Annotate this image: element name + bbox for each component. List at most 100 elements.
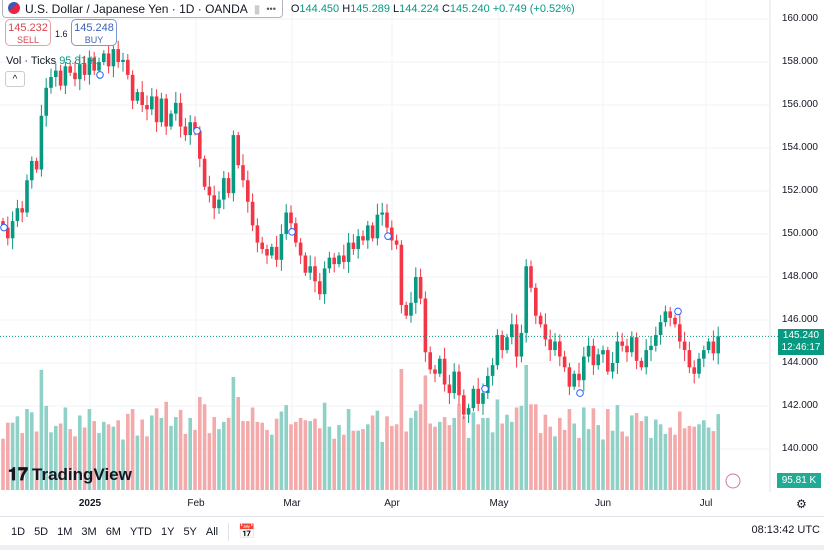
candle[interactable]	[6, 227, 10, 239]
candle[interactable]	[610, 363, 615, 372]
candle[interactable]	[390, 227, 394, 241]
candle[interactable]	[332, 257, 336, 265]
candle[interactable]	[692, 367, 696, 374]
candle[interactable]	[510, 324, 514, 338]
candle[interactable]	[30, 160, 34, 181]
candle[interactable]	[145, 105, 149, 110]
candle[interactable]	[615, 341, 620, 364]
candle[interactable]	[20, 208, 24, 213]
candle[interactable]	[654, 335, 658, 346]
tradingview-logo[interactable]: 𝟏𝟕 TradingView	[8, 464, 132, 484]
candle[interactable]	[82, 64, 87, 75]
candle[interactable]	[164, 98, 168, 127]
candle[interactable]	[687, 350, 692, 368]
candle[interactable]	[246, 180, 250, 202]
candle[interactable]	[92, 57, 96, 71]
candle[interactable]	[318, 281, 322, 295]
candle[interactable]	[418, 277, 423, 299]
event-marker[interactable]	[288, 228, 296, 236]
candle[interactable]	[716, 336, 720, 354]
range-5y[interactable]: 5Y	[183, 525, 197, 538]
candle[interactable]	[10, 221, 15, 239]
candle[interactable]	[193, 122, 197, 131]
candle[interactable]	[433, 369, 437, 374]
candle[interactable]	[212, 195, 216, 209]
candle[interactable]	[188, 122, 192, 136]
candle[interactable]	[270, 246, 274, 256]
candle[interactable]	[625, 345, 629, 353]
symbol-header[interactable]: U.S. Dollar / Japanese Yen · 1D · OANDA …	[2, 0, 283, 18]
candle[interactable]	[87, 57, 92, 75]
candle[interactable]	[596, 354, 600, 366]
range-1m[interactable]: 1M	[57, 525, 73, 538]
candle[interactable]	[222, 178, 226, 200]
candle[interactable]	[366, 225, 370, 241]
candle[interactable]	[126, 59, 130, 75]
candle[interactable]	[481, 393, 485, 404]
candle[interactable]	[73, 72, 77, 80]
candle[interactable]	[174, 102, 178, 114]
candle[interactable]	[159, 98, 164, 123]
candle[interactable]	[476, 388, 480, 404]
candle[interactable]	[630, 337, 634, 353]
candle[interactable]	[582, 356, 586, 381]
candle[interactable]	[39, 115, 44, 170]
bookmark-icon[interactable]: ▮	[253, 1, 261, 16]
candle[interactable]	[25, 180, 29, 213]
candle[interactable]	[697, 358, 701, 374]
range-all[interactable]: All	[205, 525, 219, 538]
candle[interactable]	[308, 266, 312, 273]
candle[interactable]	[231, 135, 236, 194]
candle[interactable]	[97, 62, 101, 71]
candle[interactable]	[553, 341, 557, 351]
candle[interactable]	[361, 236, 365, 241]
candle[interactable]	[447, 384, 452, 394]
candle[interactable]	[639, 360, 644, 368]
candlestick-chart[interactable]	[0, 0, 824, 492]
event-marker[interactable]	[193, 127, 201, 135]
candle[interactable]	[514, 324, 519, 357]
candle[interactable]	[111, 49, 116, 67]
range-5d[interactable]: 5D	[34, 525, 49, 538]
candle[interactable]	[505, 337, 509, 351]
candle[interactable]	[394, 240, 399, 245]
candle[interactable]	[68, 66, 72, 73]
candle[interactable]	[500, 335, 504, 351]
candle[interactable]	[337, 255, 341, 265]
candle[interactable]	[342, 255, 346, 262]
candle[interactable]	[140, 92, 144, 105]
candle[interactable]	[567, 367, 572, 387]
candle[interactable]	[471, 388, 476, 409]
candle[interactable]	[673, 317, 677, 325]
candle[interactable]	[668, 311, 672, 318]
candle[interactable]	[601, 350, 605, 355]
candle[interactable]	[169, 113, 173, 127]
settings-icon[interactable]: ⚙	[796, 497, 807, 511]
candle[interactable]	[658, 322, 663, 336]
candle[interactable]	[663, 311, 668, 323]
candle[interactable]	[529, 266, 533, 288]
go-to-date-calendar-icon[interactable]: 📅	[238, 523, 256, 539]
range-ytd[interactable]: YTD	[129, 525, 152, 538]
candle[interactable]	[241, 165, 245, 181]
candle[interactable]	[207, 186, 212, 196]
candle[interactable]	[399, 244, 404, 305]
candle[interactable]	[534, 287, 538, 316]
candle[interactable]	[490, 365, 495, 376]
candle[interactable]	[404, 304, 408, 316]
more-button[interactable]: •••	[266, 3, 276, 14]
candle[interactable]	[462, 395, 466, 415]
candle[interactable]	[711, 341, 716, 354]
candle[interactable]	[466, 408, 471, 415]
candle[interactable]	[313, 266, 317, 282]
event-marker[interactable]	[576, 389, 584, 397]
candle[interactable]	[54, 70, 58, 78]
candle[interactable]	[706, 341, 711, 351]
event-marker[interactable]	[0, 223, 8, 232]
candle[interactable]	[265, 249, 269, 256]
candle[interactable]	[294, 223, 298, 243]
event-marker[interactable]	[384, 232, 392, 240]
candle[interactable]	[682, 341, 687, 351]
candle[interactable]	[586, 345, 591, 357]
candle[interactable]	[442, 358, 447, 385]
